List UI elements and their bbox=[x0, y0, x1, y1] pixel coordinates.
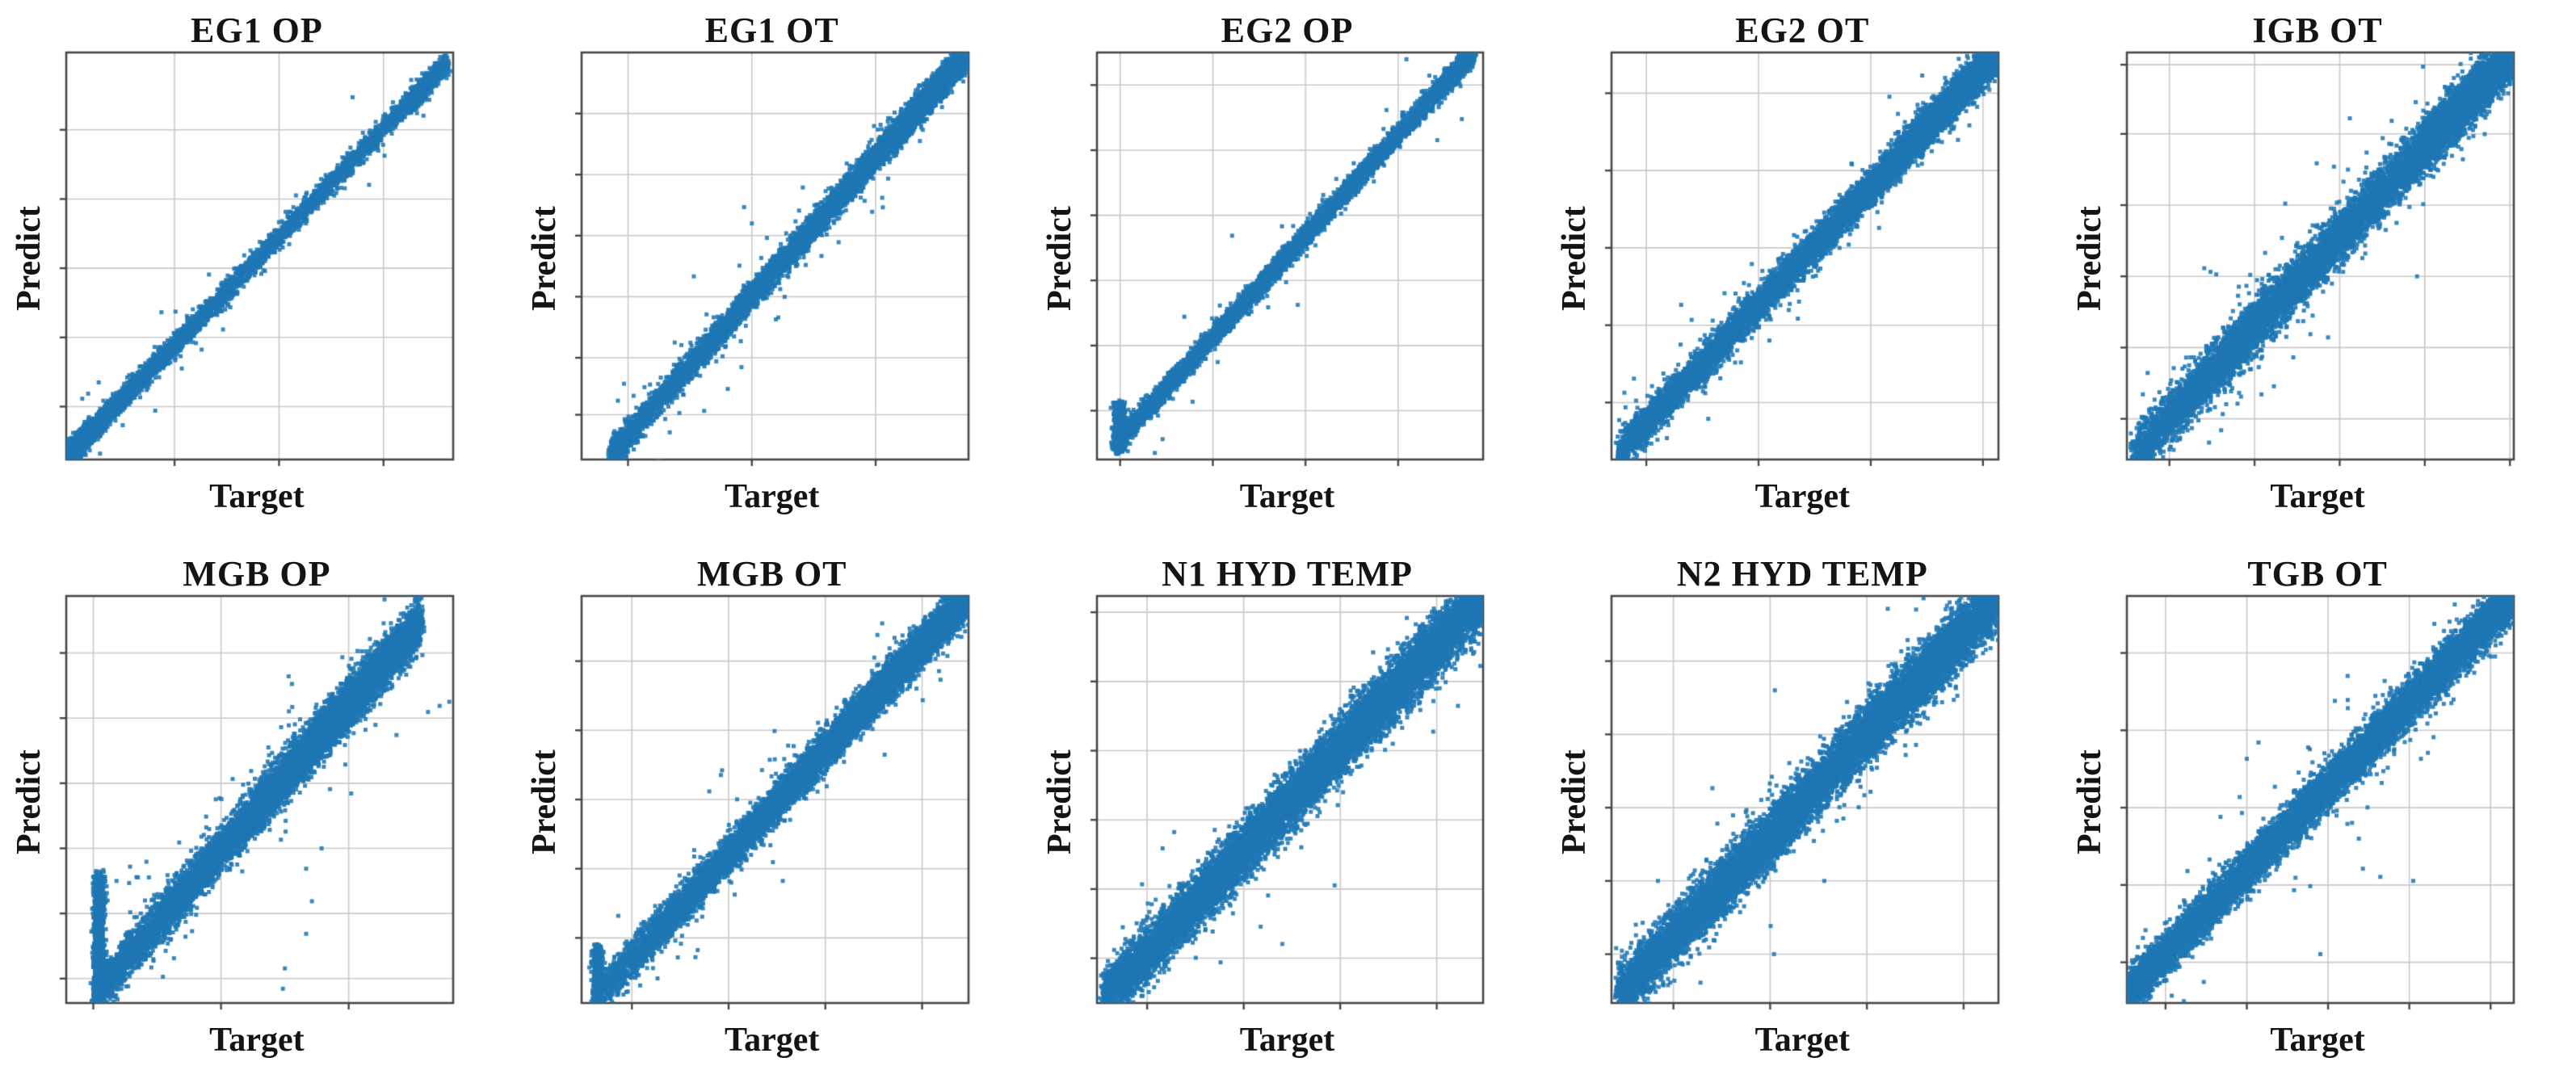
y-axis-label: Predict bbox=[525, 206, 563, 312]
plot-area bbox=[58, 594, 456, 1011]
subplot-n1-hyd-temp: N1 HYD TEMP Predict Target bbox=[1031, 544, 1546, 1087]
plot-area bbox=[573, 594, 971, 1011]
y-axis-label: Predict bbox=[1556, 206, 1594, 312]
scatter-canvas bbox=[58, 594, 456, 1011]
plot-area bbox=[573, 50, 971, 468]
x-axis-label: Target bbox=[1239, 478, 1335, 515]
subplot-title: MGB OP bbox=[183, 554, 331, 594]
scatter-canvas bbox=[2119, 50, 2516, 468]
scatter-canvas bbox=[1603, 50, 2002, 468]
scatter-canvas bbox=[1088, 594, 1486, 1011]
plot-area bbox=[2119, 594, 2516, 1011]
x-axis-label: Target bbox=[209, 1022, 305, 1059]
y-axis-label: Predict bbox=[1040, 206, 1078, 312]
subplot-eg2-ot: EG2 OT Predict Target bbox=[1545, 0, 2061, 544]
subplot-eg2-op: EG2 OP Predict Target bbox=[1031, 0, 1546, 544]
subplot-title: IGB OT bbox=[2252, 10, 2383, 50]
y-axis-label: Predict bbox=[11, 206, 48, 312]
subplot-title: MGB OT bbox=[696, 554, 847, 594]
plot-area bbox=[1088, 594, 1486, 1011]
scatter-canvas bbox=[58, 50, 456, 468]
subplot-igb-ot: IGB OT Predict Target bbox=[2061, 0, 2576, 544]
subplot-mgb-op: MGB OP Predict Target bbox=[0, 544, 515, 1087]
x-axis-label: Target bbox=[724, 1022, 820, 1059]
subplot-mgb-ot: MGB OT Predict Target bbox=[515, 544, 1031, 1087]
y-axis-label: Predict bbox=[2071, 749, 2109, 855]
subplot-title: N2 HYD TEMP bbox=[1676, 554, 1928, 594]
scatter-canvas bbox=[573, 594, 971, 1011]
plot-area bbox=[58, 50, 456, 468]
x-axis-label: Target bbox=[724, 478, 820, 515]
x-axis-label: Target bbox=[1754, 1022, 1850, 1059]
y-axis-label: Predict bbox=[2071, 206, 2109, 312]
y-axis-label: Predict bbox=[11, 749, 48, 855]
subplot-n2-hyd-temp: N2 HYD TEMP Predict Target bbox=[1545, 544, 2061, 1087]
plot-area bbox=[1088, 50, 1486, 468]
x-axis-label: Target bbox=[209, 478, 305, 515]
x-axis-label: Target bbox=[1754, 478, 1850, 515]
x-axis-label: Target bbox=[2270, 478, 2365, 515]
plot-area bbox=[2119, 50, 2516, 468]
subplot-eg1-ot: EG1 OT Predict Target bbox=[515, 0, 1031, 544]
x-axis-label: Target bbox=[1239, 1022, 1335, 1059]
subplot-eg1-op: EG1 OP Predict Target bbox=[0, 0, 515, 544]
y-axis-label: Predict bbox=[1040, 749, 1078, 855]
subplot-title: EG1 OP bbox=[191, 10, 323, 50]
scatter-canvas bbox=[2119, 594, 2516, 1011]
scatter-canvas bbox=[1088, 50, 1486, 468]
y-axis-label: Predict bbox=[1556, 749, 1594, 855]
plot-area bbox=[1603, 50, 2002, 468]
scatter-canvas bbox=[573, 50, 971, 468]
y-axis-label: Predict bbox=[525, 749, 563, 855]
x-axis-label: Target bbox=[2270, 1022, 2365, 1059]
subplot-title: TGB OT bbox=[2247, 554, 2388, 594]
subplot-title: EG2 OP bbox=[1221, 10, 1354, 50]
scatter-canvas bbox=[1603, 594, 2002, 1011]
subplot-tgb-ot: TGB OT Predict Target bbox=[2061, 544, 2576, 1087]
subplot-title: EG1 OT bbox=[704, 10, 839, 50]
plot-area bbox=[1603, 594, 2002, 1011]
subplot-title: EG2 OT bbox=[1735, 10, 1870, 50]
subplot-title: N1 HYD TEMP bbox=[1162, 554, 1413, 594]
